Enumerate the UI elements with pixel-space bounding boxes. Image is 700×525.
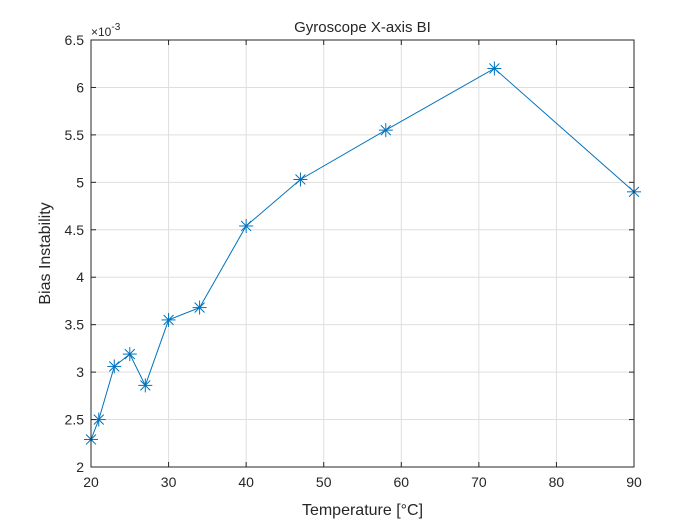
y-tick-label: 6	[76, 79, 84, 95]
x-tick-label: 20	[83, 474, 99, 490]
y-tick-label: 3	[76, 364, 84, 380]
data-point-marker	[161, 312, 176, 327]
x-tick-label: 70	[471, 474, 487, 490]
plot-area: 20 30 40 50 60 70 80 90 2 2.5 3 3.5 4 4.5 5 5.5 6 6.5	[65, 32, 642, 490]
data-point-marker	[487, 61, 502, 76]
x-tick-label: 40	[238, 474, 254, 490]
y-tick-label: 5	[76, 174, 84, 190]
y-tick-label: 2	[76, 459, 84, 475]
y-exponent-label: ×10-3	[91, 22, 121, 39]
data-point-marker	[378, 123, 393, 138]
axes-background	[91, 40, 634, 467]
y-multiplier: ×10	[91, 25, 112, 39]
ticks: 20 30 40 50 60 70 80 90 2 2.5 3 3.5 4 4.5 5 5.5 6 6.5	[65, 32, 642, 490]
series-line	[90, 67, 635, 440]
y-tick-label: 2.5	[65, 412, 85, 428]
data-point-marker	[138, 378, 153, 393]
x-axis-title: Temperature [°C]	[302, 502, 423, 519]
data-point-marker	[239, 218, 254, 233]
y-tick-label: 4.5	[65, 222, 85, 238]
data-point-marker	[192, 300, 207, 315]
axes-box	[90, 39, 635, 468]
data-point-marker	[122, 347, 137, 362]
x-tick-label: 90	[626, 474, 642, 490]
x-tick-label: 50	[316, 474, 332, 490]
series	[84, 61, 641, 447]
x-tick-label: 80	[549, 474, 565, 490]
y-axis-title: Bias Instability	[37, 202, 54, 304]
data-point-marker	[107, 359, 122, 374]
x-tick-label: 60	[393, 474, 409, 490]
y-exponent: -3	[111, 22, 120, 33]
data-point-marker	[293, 172, 308, 187]
y-tick-label: 5.5	[65, 127, 85, 143]
y-tick-label: 4	[76, 269, 84, 285]
y-tick-label: 3.5	[65, 317, 85, 333]
x-tick-label: 30	[161, 474, 177, 490]
y-tick-label: 6.5	[65, 32, 85, 48]
chart-title: Gyroscope X-axis BI	[294, 19, 431, 36]
